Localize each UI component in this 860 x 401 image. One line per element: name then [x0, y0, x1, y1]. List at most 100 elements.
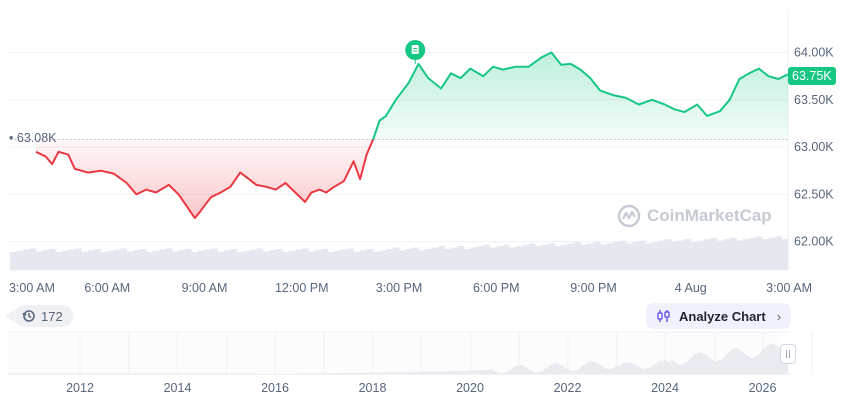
navigator-year-label: 2014: [164, 381, 192, 395]
volume-bar: [314, 250, 322, 270]
y-tick-label: 62.00K: [794, 235, 834, 249]
volume-bar: [113, 249, 121, 270]
volume-bar: [768, 237, 776, 270]
volume-bar: [729, 237, 737, 270]
volume-bar: [457, 246, 465, 270]
volume-bar: [567, 243, 575, 270]
range-navigator-handle[interactable]: [780, 344, 796, 364]
navigator-selection: [8, 332, 780, 374]
volume-bar: [373, 251, 380, 270]
volume-bar: [574, 242, 581, 270]
volume-bar: [61, 250, 69, 270]
volume-bar: [107, 250, 115, 270]
volume-bar: [22, 249, 30, 270]
volume-bar: [133, 250, 141, 270]
x-tick-label: 3:00 AM: [9, 281, 55, 295]
volume-bar: [139, 249, 147, 270]
volume-bar: [321, 249, 329, 270]
volume-bar: [217, 251, 225, 270]
volume-bar: [152, 250, 160, 270]
volume-bar: [541, 244, 549, 270]
price-line-down: [35, 139, 375, 219]
volume-bar: [269, 250, 277, 270]
volume-bar: [185, 249, 192, 270]
volume-bar: [411, 247, 419, 270]
y-tick-label: 62.50K: [794, 187, 834, 201]
bullet-icon: •: [9, 131, 14, 145]
volume-bar: [120, 248, 128, 270]
current-price-tag: 63.75K: [788, 67, 836, 85]
volume-bar: [282, 252, 290, 270]
volume-bars: [10, 236, 789, 270]
volume-bar: [690, 242, 698, 270]
volume-bar: [775, 236, 782, 270]
volume-bar: [437, 246, 445, 270]
analyze-chart-button[interactable]: Analyze Chart ›: [646, 303, 792, 329]
volume-bar: [677, 240, 685, 270]
volume-bar: [42, 250, 50, 270]
volume-bar: [249, 249, 257, 270]
y-tick-label: 63.00K: [794, 140, 834, 154]
volume-bar: [658, 240, 666, 270]
volume-bar: [671, 242, 679, 270]
x-tick-label: 3:00 PM: [376, 281, 423, 295]
volume-bar: [612, 242, 620, 270]
volume-bar: [515, 246, 523, 270]
volume-bar: [561, 244, 568, 270]
volume-bar: [366, 249, 374, 270]
volume-bar: [10, 252, 17, 270]
volume-bar: [548, 243, 555, 270]
volume-bar: [716, 240, 724, 270]
volume-bar: [489, 247, 497, 270]
volume-bar: [68, 249, 76, 270]
volume-bar: [327, 252, 335, 270]
volume-bar: [288, 250, 296, 270]
chevron-right-icon: ›: [776, 308, 782, 324]
volume-bar: [755, 236, 763, 270]
volume-bar: [172, 251, 179, 270]
coinmarketcap-logo-icon: [617, 204, 641, 228]
navigator-year-label: 2022: [554, 381, 582, 395]
volume-bar: [94, 249, 102, 270]
volume-bar: [522, 244, 530, 270]
x-tick-label: 3:00 AM: [766, 281, 812, 295]
volume-bar: [535, 246, 543, 270]
volume-bar: [48, 249, 56, 270]
navigator-year-label: 2018: [359, 381, 387, 395]
volume-bar: [619, 240, 627, 270]
volume-bar: [625, 243, 633, 270]
range-navigator[interactable]: 2012 2014 2016 2018 2020 2022 2024 2026: [8, 331, 813, 395]
volume-bar: [146, 252, 154, 270]
history-badge[interactable]: 172: [6, 305, 73, 327]
news-marker[interactable]: [405, 40, 426, 64]
volume-bar: [399, 250, 406, 270]
volume-bar: [256, 248, 264, 270]
navigator-year-label: 2016: [261, 381, 289, 395]
volume-bar: [736, 240, 744, 270]
volume-bar: [664, 239, 672, 270]
x-tick-label: 9:00 PM: [570, 281, 617, 295]
volume-bar: [360, 250, 367, 270]
volume-bar: [749, 237, 756, 270]
x-tick-label: 9:00 AM: [182, 281, 228, 295]
volume-bar: [100, 252, 108, 270]
history-count: 172: [41, 308, 63, 324]
volume-bar: [606, 243, 614, 270]
volume-bar: [178, 250, 186, 270]
volume-bar: [599, 244, 607, 270]
volume-bar: [243, 250, 251, 270]
y-tick-label: 63.50K: [794, 93, 834, 107]
negative-area: [35, 139, 374, 218]
volume-bar: [198, 250, 205, 270]
navigator-history-area: [8, 343, 788, 374]
price-line-up: [372, 51, 789, 140]
volume-bar: [645, 243, 653, 270]
volume-bar: [191, 252, 199, 270]
volume-bar: [554, 246, 562, 270]
volume-bar: [632, 242, 640, 270]
volume-bar: [29, 248, 37, 270]
volume-bar: [431, 247, 439, 270]
volume-bar: [386, 249, 393, 270]
reference-value-label: • 63.08K: [9, 131, 57, 145]
